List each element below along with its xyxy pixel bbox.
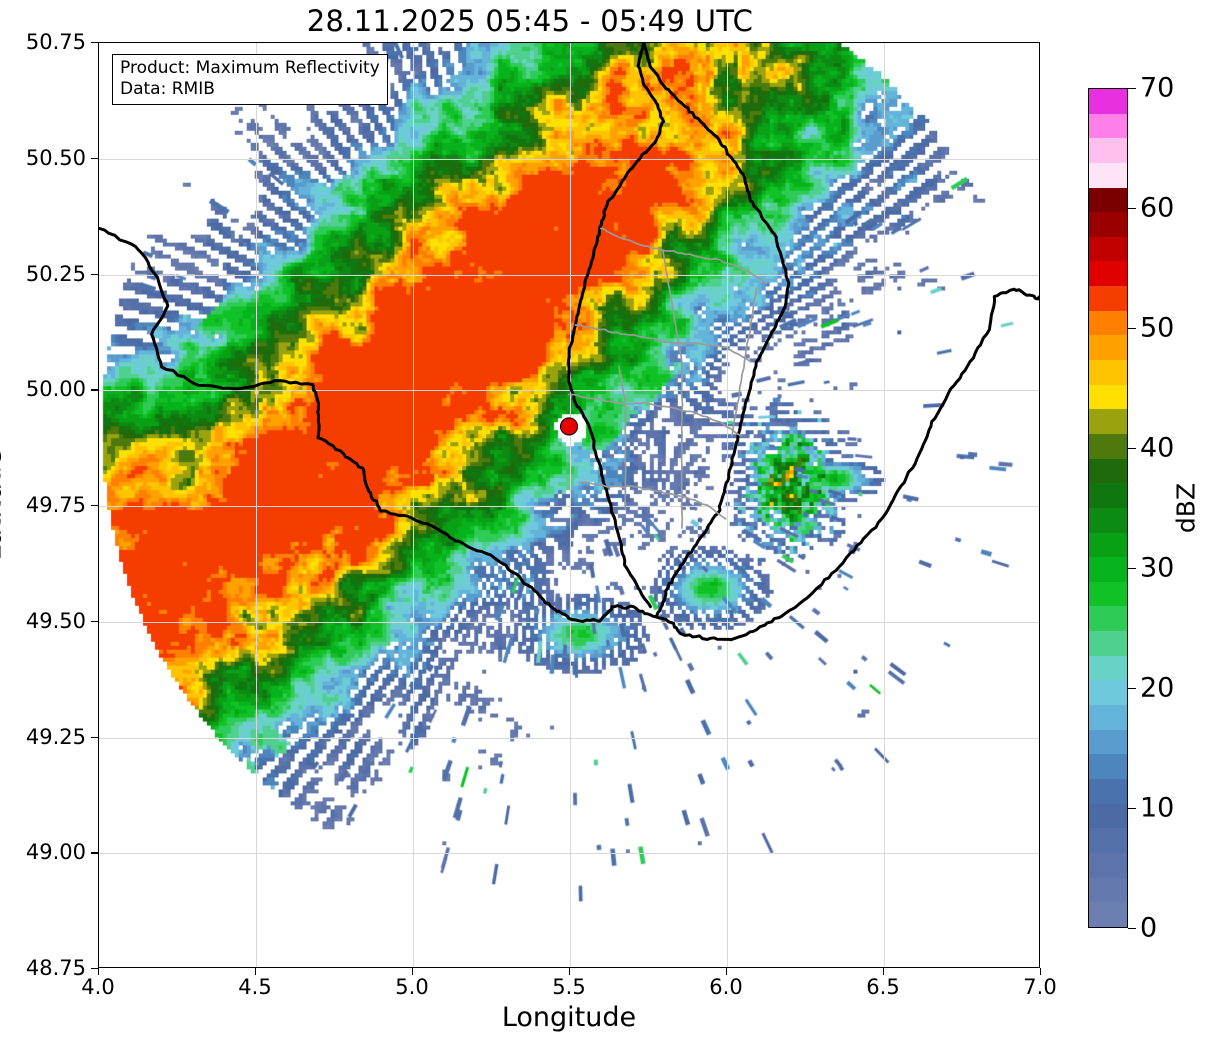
colorbar-band	[1089, 606, 1127, 632]
colorbar-band	[1089, 507, 1127, 533]
colorbar-band	[1089, 409, 1127, 434]
x-axis-tick-label: 5.0	[395, 975, 429, 999]
y-axis-tick	[91, 273, 98, 275]
x-axis-tick	[726, 968, 728, 975]
colorbar-band	[1089, 433, 1127, 459]
y-axis-tick-label: 49.25	[25, 724, 86, 749]
x-axis-tick-label: 4.5	[238, 975, 272, 999]
colorbar-band	[1089, 778, 1127, 804]
colorbar-tick	[1128, 208, 1136, 210]
colorbar-band	[1089, 902, 1127, 927]
product-info-box: Product: Maximum Reflectivity Data: RMIB	[112, 54, 388, 105]
colorbar-band	[1089, 483, 1127, 508]
colorbar-band	[1089, 113, 1127, 139]
y-axis-tick-label: 50.25	[25, 261, 86, 286]
colorbar-tick-label: 10	[1140, 792, 1175, 824]
info-product-line: Product: Maximum Reflectivity	[120, 58, 380, 78]
x-axis-tick-label: 6.5	[866, 975, 900, 999]
colorbar-tick-label: 40	[1140, 432, 1175, 464]
colorbar-band	[1089, 729, 1127, 755]
x-axis-tick	[1040, 968, 1042, 975]
colorbar-band	[1089, 212, 1127, 237]
colorbar-band	[1089, 162, 1127, 188]
x-axis-tick	[98, 968, 100, 975]
y-axis-tick-label: 48.75	[25, 956, 86, 980]
x-axis-title: Longitude	[501, 1002, 637, 1033]
colorbar-tick-label: 20	[1140, 672, 1175, 704]
y-axis-tick	[91, 157, 98, 160]
y-axis-tick-label: 50.50	[25, 145, 86, 170]
y-axis-tick	[91, 620, 98, 623]
info-data-line: Data: RMIB	[120, 78, 215, 99]
colorbar-tick-label: 70	[1140, 72, 1175, 104]
colorbar-band	[1089, 852, 1127, 878]
x-axis-tick	[255, 968, 257, 975]
colorbar-tick	[1128, 448, 1136, 450]
colorbar-band	[1089, 631, 1127, 656]
x-axis-tick	[569, 968, 571, 975]
y-axis-tick-label: 50.75	[25, 30, 86, 54]
x-axis-tick	[412, 968, 414, 975]
y-axis-tick-label: 50.00	[25, 377, 86, 402]
colorbar-band	[1089, 680, 1127, 706]
x-axis-tick	[883, 968, 885, 975]
colorbar-band	[1089, 138, 1127, 163]
colorbar-band	[1089, 187, 1127, 213]
x-axis-tick-label: 6.0	[709, 975, 743, 999]
y-axis-tick-label: 49.50	[25, 608, 86, 633]
colorbar-band	[1089, 532, 1127, 558]
colorbar-tick	[1128, 928, 1136, 930]
colorbar-band	[1089, 655, 1127, 681]
y-axis-tick-label: 49.00	[25, 840, 86, 865]
colorbar-band	[1089, 360, 1127, 385]
colorbar-band	[1089, 557, 1127, 582]
colorbar-band	[1089, 828, 1127, 853]
colorbar-band	[1089, 335, 1127, 361]
colorbar-band	[1089, 89, 1127, 114]
radar-reflectivity-canvas	[99, 43, 1039, 967]
colorbar-band	[1089, 581, 1127, 607]
colorbar-band	[1089, 458, 1127, 484]
colorbar-band	[1089, 236, 1127, 262]
x-axis-tick-label: 5.5	[552, 975, 586, 999]
x-axis-tick-label: 7.0	[1023, 975, 1057, 999]
colorbar-band	[1089, 384, 1127, 410]
colorbar-band	[1089, 877, 1127, 903]
y-axis-tick	[91, 852, 98, 854]
colorbar-tick-label: 50	[1140, 312, 1175, 344]
y-axis-tick-label: 49.75	[25, 493, 86, 517]
page-title: 28.11.2025 05:45 - 05:49 UTC	[306, 4, 754, 38]
colorbar-band	[1089, 310, 1127, 336]
colorbar-tick	[1128, 328, 1136, 330]
colorbar-band	[1089, 754, 1127, 779]
y-axis-tick	[91, 389, 98, 391]
colorbar-tick	[1128, 568, 1136, 570]
y-axis-tick	[91, 505, 98, 507]
colorbar[interactable]	[1088, 88, 1128, 928]
colorbar-tick	[1128, 808, 1136, 810]
colorbar-band	[1089, 286, 1127, 311]
colorbar-band	[1089, 803, 1127, 829]
colorbar-band	[1089, 705, 1127, 730]
y-axis-tick	[91, 968, 98, 970]
colorbar-tick	[1128, 88, 1136, 90]
colorbar-tick-label: 30	[1140, 552, 1175, 584]
y-axis-tick	[91, 42, 98, 44]
colorbar-tick	[1128, 688, 1136, 690]
x-axis-tick-label: 4.0	[81, 975, 115, 999]
colorbar-tick-label: 0	[1140, 912, 1158, 944]
colorbar-title: dBZ	[1171, 482, 1201, 534]
colorbar-tick-label: 60	[1140, 192, 1175, 224]
y-axis-title: Latitude	[0, 449, 8, 561]
colorbar-band	[1089, 261, 1127, 287]
radar-plot-area[interactable]	[98, 42, 1040, 968]
y-axis-tick	[91, 736, 98, 738]
